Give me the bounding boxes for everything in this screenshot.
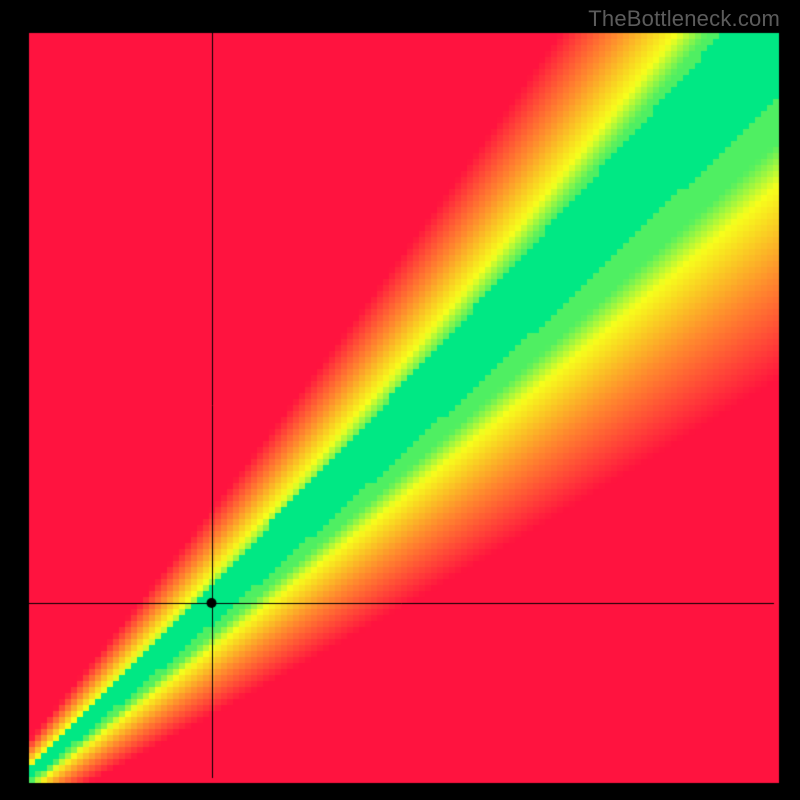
chart-container: TheBottleneck.com xyxy=(0,0,800,800)
watermark-text: TheBottleneck.com xyxy=(588,6,780,32)
bottleneck-heatmap xyxy=(0,0,800,800)
